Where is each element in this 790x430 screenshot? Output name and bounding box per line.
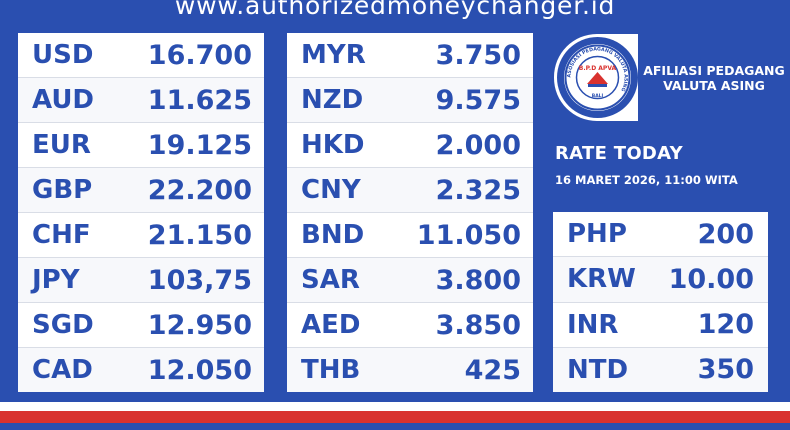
currency-code: SGD xyxy=(32,310,94,340)
rate-date: 16 MARET 2026, 11:00 WITA xyxy=(555,173,738,187)
footer-stripe-white xyxy=(0,402,790,411)
currency-code: AED xyxy=(301,310,361,340)
rate-row: NTD 350 xyxy=(553,347,768,392)
currency-code: INR xyxy=(567,309,619,340)
currency-rate: 3.850 xyxy=(435,309,521,341)
currency-rate: 103,75 xyxy=(147,264,252,296)
currency-rate: 425 xyxy=(464,354,521,386)
rate-row: AED 3.850 xyxy=(287,303,533,348)
currency-rate: 200 xyxy=(697,218,754,250)
rate-row: KRW 10.00 xyxy=(553,257,768,303)
rate-table-middle: MYR 3.750 NZD 9.575 HKD 2.000 CNY 2.325 BND 1… xyxy=(287,33,533,392)
rate-row: USD 16.700 xyxy=(18,33,264,78)
currency-code: CNY xyxy=(301,175,361,205)
currency-rate: 2.000 xyxy=(435,129,521,161)
currency-rate: 11.625 xyxy=(147,84,252,116)
currency-code: AUD xyxy=(32,85,95,115)
rate-row: EUR 19.125 xyxy=(18,123,264,168)
currency-rate: 2.325 xyxy=(435,174,521,206)
currency-rate: 19.125 xyxy=(147,129,252,161)
currency-rate: 120 xyxy=(697,309,754,341)
rate-row: INR 120 xyxy=(553,303,768,348)
currency-rate: 350 xyxy=(697,354,754,386)
apva-logo-icon: ASOSIASI PEDAGANG VALUTA ASING B.P.D APV… xyxy=(564,44,631,111)
website-url: www.authorizedmoneychanger.id xyxy=(174,0,616,20)
currency-rate: 22.200 xyxy=(147,174,252,206)
currency-code: KRW xyxy=(567,264,636,295)
currency-code: HKD xyxy=(301,130,365,160)
currency-code: THB xyxy=(301,355,361,385)
rate-row: BND 11.050 xyxy=(287,213,533,258)
currency-code: PHP xyxy=(567,219,627,250)
currency-code: NTD xyxy=(567,354,629,385)
apva-logo: ASOSIASI PEDAGANG VALUTA ASING B.P.D APV… xyxy=(564,44,631,111)
currency-rate: 10.00 xyxy=(668,263,754,295)
rate-row: CHF 21.150 xyxy=(18,213,264,258)
rate-row: THB 425 xyxy=(287,348,533,392)
rate-table-right: PHP 200 KRW 10.00 INR 120 NTD 350 xyxy=(553,212,768,392)
rate-row: AUD 11.625 xyxy=(18,78,264,123)
currency-rate: 12.950 xyxy=(147,309,252,341)
currency-rate: 3.750 xyxy=(435,39,521,71)
currency-rate: 16.700 xyxy=(147,39,252,71)
affiliation-label: AFILIASI PEDAGANG VALUTA ASING xyxy=(638,34,790,121)
currency-rate: 11.050 xyxy=(416,219,521,251)
rate-row: HKD 2.000 xyxy=(287,123,533,168)
currency-code: BND xyxy=(301,220,365,250)
footer-stripe-blue xyxy=(0,423,790,430)
currency-code: EUR xyxy=(32,130,91,160)
rate-row: CNY 2.325 xyxy=(287,168,533,213)
rate-row: MYR 3.750 xyxy=(287,33,533,78)
currency-code: NZD xyxy=(301,85,364,115)
rate-today-title: RATE TODAY xyxy=(555,143,683,164)
rate-row: CAD 12.050 xyxy=(18,348,264,392)
currency-rate: 21.150 xyxy=(147,219,252,251)
currency-rate: 12.050 xyxy=(147,354,252,386)
rate-row: SAR 3.800 xyxy=(287,258,533,303)
rate-row: GBP 22.200 xyxy=(18,168,264,213)
currency-rate: 3.800 xyxy=(435,264,521,296)
footer-stripe-red xyxy=(0,411,790,423)
currency-rate: 9.575 xyxy=(435,84,521,116)
currency-code: USD xyxy=(32,40,94,70)
rate-table-left: USD 16.700 AUD 11.625 EUR 19.125 GBP 22.200 … xyxy=(18,33,264,392)
currency-code: JPY xyxy=(32,265,80,295)
affiliation-line-2: VALUTA ASING xyxy=(663,77,765,93)
rate-row: JPY 103,75 xyxy=(18,258,264,303)
currency-code: CAD xyxy=(32,355,93,385)
logo-region: BALI xyxy=(592,93,604,99)
rate-row: SGD 12.950 xyxy=(18,303,264,348)
rate-row: NZD 9.575 xyxy=(287,78,533,123)
currency-code: CHF xyxy=(32,220,91,250)
logo-text: B.P.D APVA xyxy=(579,65,617,72)
rate-row: PHP 200 xyxy=(553,212,768,258)
affiliation-line-1: AFILIASI PEDAGANG xyxy=(643,62,785,78)
currency-code: SAR xyxy=(301,265,360,295)
currency-code: GBP xyxy=(32,175,93,205)
currency-code: MYR xyxy=(301,40,366,70)
